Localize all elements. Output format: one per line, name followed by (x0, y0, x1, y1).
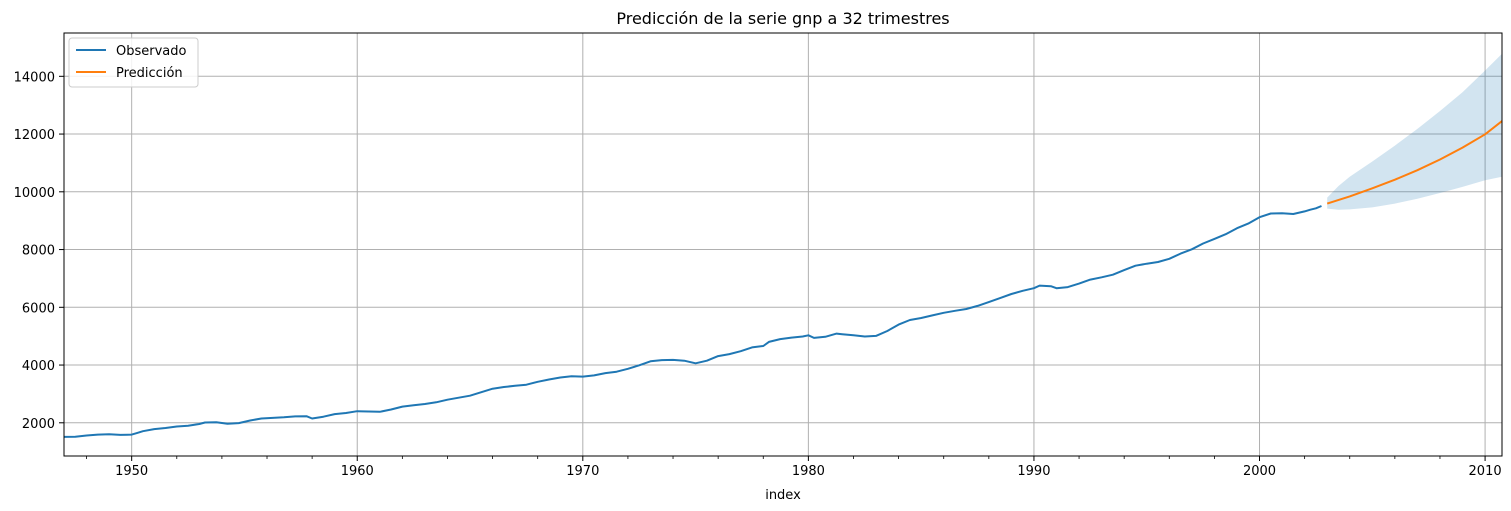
legend-label-observado: Observado (116, 44, 187, 59)
x-tick-label: 1990 (1017, 464, 1050, 479)
x-axis-ticks: 1950 1960 1970 1980 1990 2000 2010 (86, 456, 1502, 479)
series-line-prediccion (1326, 120, 1503, 205)
x-tick-label: 2000 (1243, 464, 1276, 479)
grid (64, 33, 1502, 456)
x-tick-label: 1970 (566, 464, 599, 479)
series-lines (63, 120, 1503, 438)
y-tick-label: 4000 (22, 359, 55, 374)
x-tick-label: 1980 (792, 464, 825, 479)
y-tick-label: 2000 (22, 417, 55, 432)
legend-label-prediccion: Predicción (116, 66, 183, 81)
y-tick-label: 12000 (14, 128, 55, 143)
series-line-observado (63, 205, 1322, 438)
chart-title: Predicción de la serie gnp a 32 trimestr… (616, 9, 949, 28)
x-tick-label: 1950 (115, 464, 148, 479)
y-axis-ticks: 2000 4000 6000 8000 10000 12000 14000 (14, 70, 64, 432)
y-tick-label: 14000 (14, 70, 55, 85)
plot-area: 1950 1960 1970 1980 1990 2000 2010 2000 4000 600… (14, 32, 1503, 479)
x-tick-label: 2010 (1469, 464, 1502, 479)
plot-frame (63, 32, 1503, 457)
y-tick-label: 10000 (14, 186, 55, 201)
x-tick-label: 1960 (341, 464, 374, 479)
legend: Observado Predicción (68, 37, 199, 88)
y-tick-label: 6000 (22, 301, 55, 316)
y-tick-label: 8000 (22, 244, 55, 259)
confidence-band (1327, 53, 1502, 210)
x-axis-label: index (765, 488, 801, 503)
